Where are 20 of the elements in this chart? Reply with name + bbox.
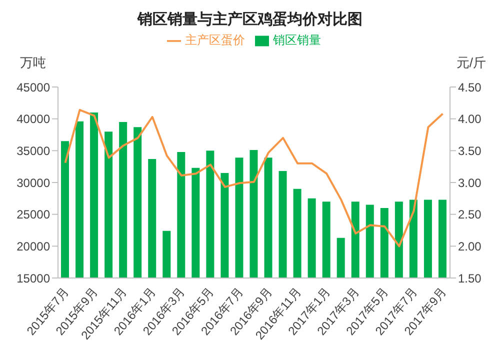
y2-tick-label: 2.00: [458, 239, 482, 254]
y-tick-label: 45000: [16, 80, 50, 94]
y-tick-label: 25000: [16, 208, 50, 222]
y-tick-label: 35000: [16, 144, 50, 158]
y-axis-title: 万吨: [20, 54, 46, 72]
chart-title: 销区销量与主产区鸡蛋均价对比图: [136, 10, 364, 29]
y2-tick-label: 4.00: [458, 112, 482, 126]
y2-axis-title: 元/斤: [456, 54, 486, 72]
y2-tick-label: 3.50: [458, 144, 482, 158]
line-series: [64, 108, 444, 248]
y-tick-label: 20000: [16, 239, 50, 254]
y-tick-label: 30000: [16, 176, 50, 190]
y2-tick-label: 1.50: [458, 271, 482, 286]
y-tick-label: 15000: [16, 271, 50, 286]
y2-tick-label: 2.50: [458, 208, 482, 222]
y-tick-label: 40000: [16, 112, 50, 126]
y2-tick-label: 4.50: [458, 80, 482, 94]
legend-label: 销区销量: [273, 33, 321, 47]
y2-tick-label: 3.00: [458, 176, 482, 190]
legend-label: 主产区蛋价: [185, 33, 245, 47]
